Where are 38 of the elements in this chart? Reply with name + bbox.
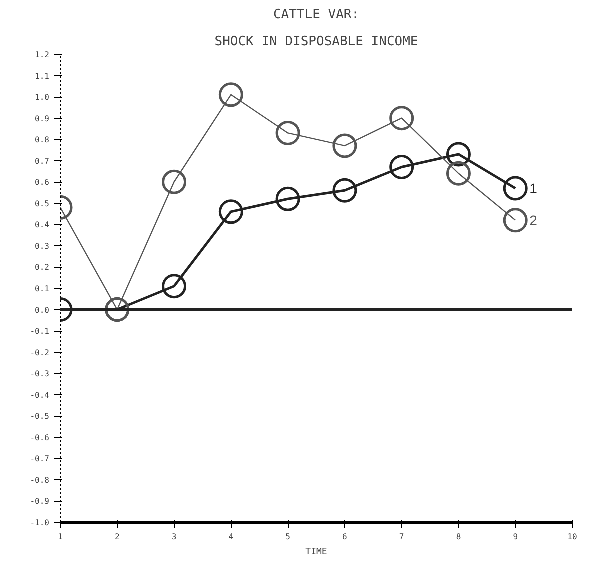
y-tick-label: -0.8: [30, 476, 50, 485]
x-tick-label: 3: [172, 532, 177, 542]
series-label: 1: [530, 180, 538, 197]
chart-subtitle: SHOCK IN DISPOSABLE INCOME: [214, 34, 418, 50]
y-tick-label: 0.4: [35, 220, 50, 230]
y-tick-label: 0.3: [35, 242, 50, 251]
x-tick-label: 5: [286, 532, 291, 542]
x-tick-label: 2: [114, 532, 120, 542]
y-tick-label: 0.7: [35, 156, 50, 166]
x-tick-label: 1: [58, 532, 64, 542]
y-tick-label: -0.1: [30, 327, 50, 336]
x-tick-label: 6: [342, 532, 348, 542]
y-tick-label: -0.5: [30, 412, 50, 422]
y-tick-label: -1.0: [30, 518, 50, 528]
y-tick-label: -0.6: [30, 433, 50, 442]
y-tick-label: 1.1: [35, 72, 50, 81]
chart-title: CATTLE VAR:: [273, 8, 360, 22]
y-tick-label: -0.4: [30, 390, 50, 400]
y-tick-label: 0.0: [35, 306, 50, 315]
y-tick-label: -0.2: [30, 348, 50, 358]
y-tick-label: -0.7: [30, 454, 50, 464]
x-tick-label: 4: [228, 532, 234, 542]
y-tick-label: 0.6: [35, 178, 50, 188]
y-tick-label: 0.5: [35, 199, 50, 208]
y-tick-label: 0.2: [35, 263, 50, 272]
x-tick-label: 8: [456, 532, 462, 542]
x-tick-label: 9: [513, 532, 518, 542]
y-tick-label: -0.9: [30, 497, 50, 506]
x-tick-label: 10: [568, 532, 578, 542]
x-axis-title: TIME: [306, 548, 328, 558]
series-label: 2: [530, 212, 538, 228]
y-tick-label: 1.2: [35, 50, 50, 60]
y-tick-label: 0.8: [35, 136, 50, 145]
x-tick-label: 7: [399, 532, 404, 542]
y-tick-label: 0.9: [35, 114, 50, 124]
y-tick-label: 1.0: [35, 93, 50, 102]
y-tick-label: 0.1: [35, 284, 50, 294]
y-tick-label: -0.3: [30, 370, 50, 379]
